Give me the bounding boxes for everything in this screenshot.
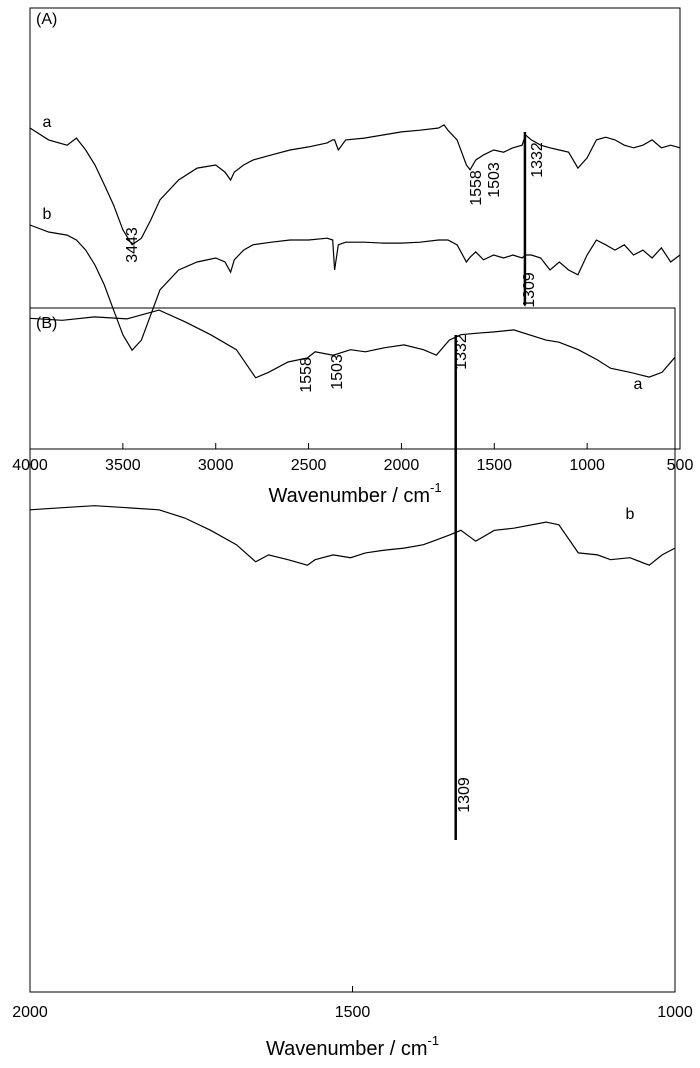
x-tick-label: 3500 [105, 457, 141, 474]
annotation: 1503 [486, 162, 503, 198]
x-axis-label-main: Wavenumber / cm [268, 485, 430, 507]
x-axis-label-sup: -1 [427, 1033, 439, 1048]
annotation: 1558 [298, 357, 315, 393]
spectrum-line [29, 309, 676, 379]
annotation: b [626, 506, 635, 523]
x-tick-label: 500 [667, 457, 694, 474]
spectrum-line [29, 505, 676, 566]
x-tick-label: 1000 [657, 1004, 693, 1021]
annotation: 1309 [521, 272, 538, 308]
annotation: 1332 [529, 142, 546, 178]
x-tick-label: 3000 [198, 457, 234, 474]
spectrum-line [29, 224, 681, 352]
annotation: 1332 [453, 334, 470, 370]
panel-label: (B) [36, 315, 57, 332]
annotation: 1558 [468, 170, 485, 206]
annotation: 1309 [456, 777, 473, 813]
annotation: a [43, 114, 52, 131]
x-axis-label-sup: -1 [430, 480, 442, 495]
annotation: 1503 [329, 354, 346, 390]
annotation: a [634, 376, 643, 393]
plot-frame [29, 7, 681, 450]
annotation: 3443 [124, 227, 141, 263]
x-tick-label: 1500 [476, 457, 512, 474]
spectrum-line [29, 124, 681, 246]
x-axis-label: Wavenumber / cm-1 [266, 1033, 439, 1060]
panel-label: (A) [36, 11, 57, 28]
x-tick-label: 2000 [12, 1004, 48, 1021]
annotation: b [43, 206, 52, 223]
x-tick-label: 1000 [569, 457, 605, 474]
x-tick-label: 2000 [384, 457, 420, 474]
x-tick-label: 2500 [291, 457, 327, 474]
x-axis-label-main: Wavenumber / cm [266, 1038, 428, 1060]
plot-frame [29, 307, 676, 993]
x-axis-label: Wavenumber / cm-1 [268, 480, 441, 507]
x-tick-label: 1500 [335, 1004, 371, 1021]
